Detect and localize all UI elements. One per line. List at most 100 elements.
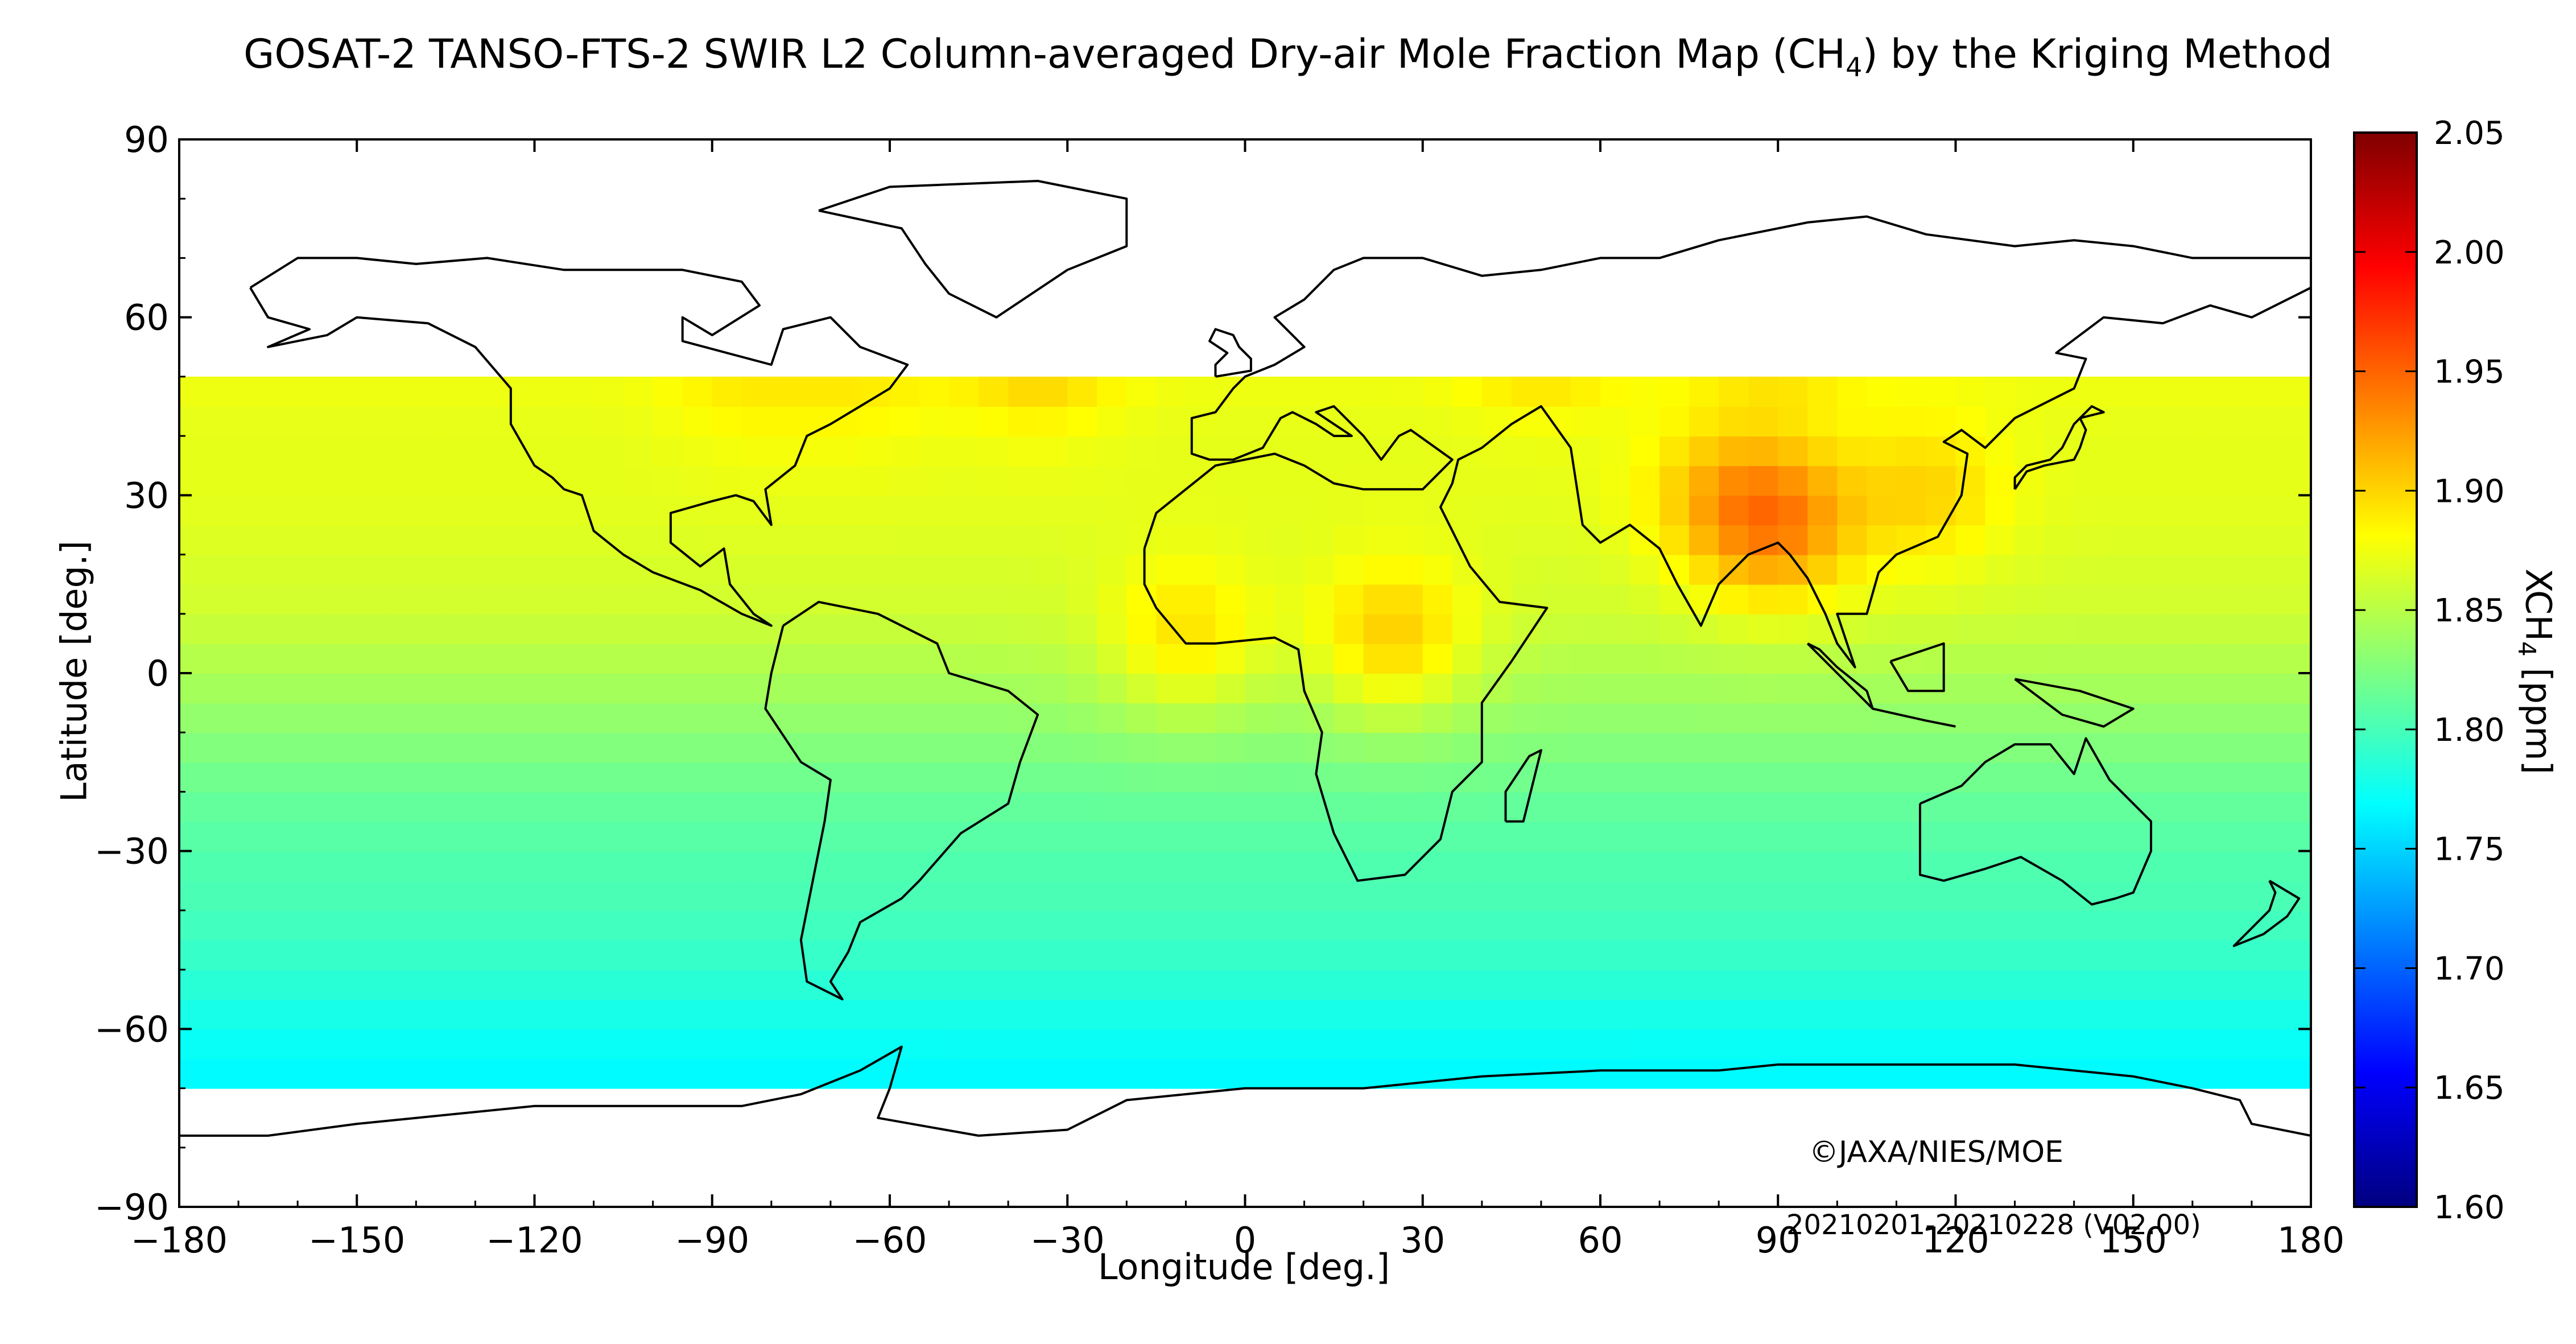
heat-cell [2281, 970, 2311, 1000]
heat-cell [386, 791, 417, 822]
heat-cell [238, 1029, 269, 1059]
heat-cell [1097, 673, 1128, 704]
heat-cell [1126, 970, 1157, 1000]
heat-cell [682, 910, 713, 941]
heat-cell [1452, 673, 1483, 704]
heat-cell [1393, 436, 1423, 467]
heat-cell [475, 673, 506, 704]
heat-cell [386, 673, 417, 704]
heat-cell [179, 732, 210, 763]
heat-cell [1807, 525, 1838, 555]
heat-cell [564, 940, 595, 971]
heat-cell [1837, 762, 1868, 793]
heat-cell [1304, 673, 1335, 704]
heat-cell [1600, 1058, 1631, 1089]
heat-cell [949, 584, 980, 615]
heat-cell [445, 880, 476, 911]
heat-cell [1008, 970, 1039, 1000]
heat-cell [357, 673, 387, 704]
heat-cell [860, 584, 890, 615]
heat-cell [1097, 554, 1128, 585]
heat-cell [2074, 940, 2104, 971]
heat-cell [653, 880, 683, 911]
heat-cell [1363, 821, 1394, 852]
heat-cell [505, 910, 535, 941]
heat-cell [505, 495, 535, 526]
heat-cell [2074, 525, 2104, 555]
heat-cell [979, 910, 1009, 941]
heat-cell [1422, 851, 1453, 881]
coastline-layer [179, 180, 2311, 1137]
heat-cell [1097, 703, 1128, 733]
heat-cell [2074, 703, 2104, 733]
heat-cell [741, 525, 772, 555]
heat-cell [2044, 732, 2075, 763]
heat-cell [298, 970, 328, 1000]
heat-cell [445, 406, 476, 437]
heat-cell [2044, 1029, 2075, 1059]
heat-cell [1304, 376, 1335, 407]
heat-cell [2162, 999, 2193, 1030]
heat-cell [919, 1029, 950, 1059]
heat-cell [298, 525, 328, 555]
heat-cell [1570, 613, 1601, 644]
heat-cell [298, 584, 328, 615]
heat-cell [505, 1029, 535, 1059]
heat-cell [1659, 406, 1690, 437]
heat-cell [1748, 673, 1779, 704]
heat-cell [1422, 762, 1453, 793]
heat-cell [238, 821, 269, 852]
heat-cell [1334, 1029, 1364, 1059]
heat-cell [1215, 584, 1246, 615]
heat-cell [1067, 554, 1098, 585]
heat-cell [416, 851, 447, 881]
heat-cell [1304, 1029, 1335, 1059]
heat-cell [268, 376, 299, 407]
heat-cell [1038, 762, 1068, 793]
heat-cell [593, 970, 624, 1000]
heat-cell [1837, 525, 1868, 555]
heat-cell [179, 880, 210, 911]
heat-cell [593, 643, 624, 674]
heat-cell [593, 880, 624, 911]
heat-cell [1600, 613, 1631, 644]
heat-cell [209, 554, 240, 585]
heat-cell [2251, 732, 2282, 763]
heat-cell [593, 406, 624, 437]
heat-cell [653, 732, 683, 763]
heat-cell [2044, 791, 2075, 822]
heat-cell [179, 495, 210, 526]
heat-cell [623, 1029, 654, 1059]
heat-cell [1334, 791, 1364, 822]
heat-cell [2074, 910, 2104, 941]
heat-cell [1689, 1058, 1720, 1089]
heat-cell [1748, 613, 1779, 644]
heat-cell [327, 1029, 358, 1059]
heat-cell [2162, 703, 2193, 733]
heat-cell [890, 643, 920, 674]
heat-cell [1570, 406, 1601, 437]
heat-cell [1955, 970, 1986, 1000]
heat-cell [357, 495, 387, 526]
heat-cell [1748, 999, 1779, 1030]
heat-cell [949, 613, 980, 644]
heat-cell [712, 910, 742, 941]
heat-cell [416, 910, 447, 941]
heat-cell [357, 554, 387, 585]
heat-cell [979, 970, 1009, 1000]
heat-cell [949, 495, 980, 526]
heat-cell [1334, 436, 1364, 467]
heat-cell [1067, 673, 1098, 704]
heat-cell [1304, 1058, 1335, 1089]
heat-cell [1038, 525, 1068, 555]
heat-cell [1067, 970, 1098, 1000]
heat-cell [682, 376, 713, 407]
heat-cell [1689, 1029, 1720, 1059]
heat-cell [1630, 999, 1661, 1030]
heat-cell [2192, 880, 2223, 911]
heat-cell [386, 880, 417, 911]
heat-cell [1985, 584, 2016, 615]
heat-cell [1008, 673, 1039, 704]
x-tick-label: 30 [1400, 1219, 1445, 1261]
heat-cell [505, 525, 535, 555]
